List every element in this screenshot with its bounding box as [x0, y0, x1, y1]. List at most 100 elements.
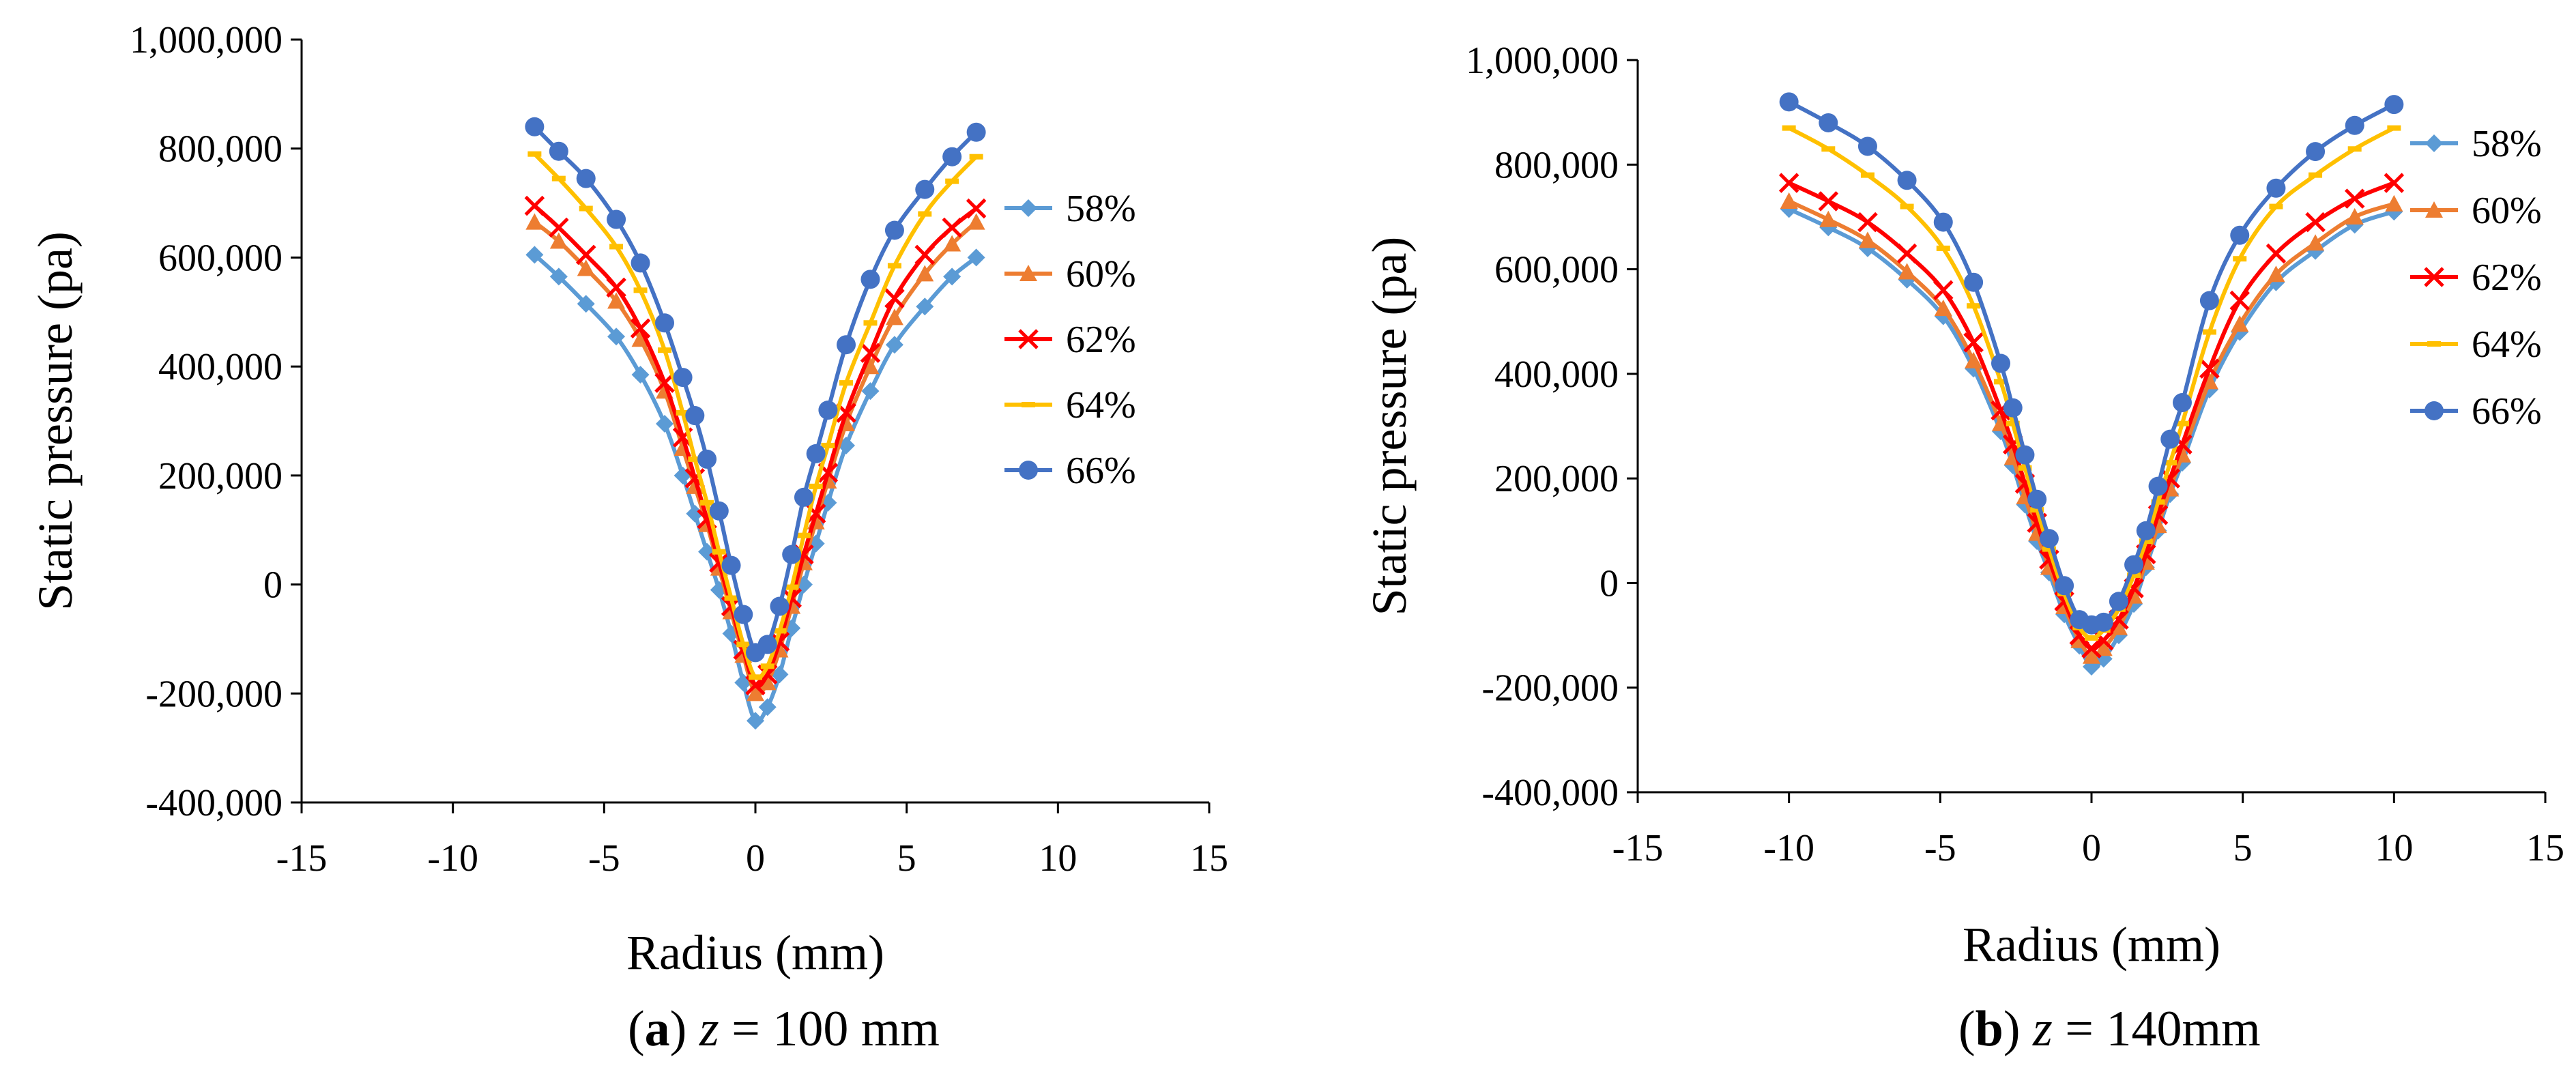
- data-point: [2085, 635, 2098, 641]
- caption-part: (: [1958, 1001, 1976, 1057]
- data-point: [2306, 234, 2325, 251]
- data-point: [1991, 353, 2010, 373]
- data-point-stroke-b: [2199, 358, 2220, 379]
- data-point-stroke-b: [2093, 630, 2114, 651]
- data-point: [551, 175, 566, 182]
- data-point-stroke-b: [836, 403, 856, 423]
- legend-entry: 64%: [1004, 384, 1136, 426]
- data-point-stroke-b: [1778, 173, 1799, 193]
- data-point-stroke-b: [805, 503, 826, 524]
- x-tick-label: 10: [1039, 837, 1077, 880]
- data-point: [2094, 639, 2113, 656]
- series-line: [1788, 199, 2395, 659]
- data-point: [1936, 245, 1950, 251]
- data-point-stroke-b: [884, 288, 905, 309]
- legend-swatch-marker: [2427, 341, 2441, 347]
- data-point: [525, 246, 544, 264]
- legend-swatch-marker: [2425, 201, 2443, 218]
- data-point: [794, 487, 813, 507]
- series-line: [1788, 126, 2395, 640]
- x-tick-label: 5: [2233, 827, 2253, 869]
- data-point: [2385, 194, 2403, 212]
- data-point: [2345, 207, 2364, 224]
- data-point: [1819, 210, 1838, 227]
- y-tick-label: 600,000: [158, 237, 283, 279]
- data-point: [1898, 263, 1916, 280]
- data-point: [524, 195, 545, 216]
- data-point: [2015, 445, 2035, 465]
- data-point: [2266, 178, 2286, 198]
- y-axis-title: Static pressure (pa): [28, 231, 83, 611]
- x-tick-label: -10: [427, 837, 478, 880]
- data-point: [1858, 231, 1877, 248]
- data-point: [2199, 358, 2220, 379]
- data-point: [1819, 113, 1838, 132]
- x-tick-label: 15: [2526, 827, 2564, 869]
- data-point: [914, 244, 936, 265]
- data-point: [721, 555, 741, 575]
- data-point-stroke-b: [575, 244, 596, 265]
- data-point-stroke-b: [1963, 332, 1984, 353]
- legend-swatch-marker: [2425, 401, 2444, 420]
- data-point-stroke-b: [860, 343, 881, 363]
- legend-label: 62%: [2472, 257, 2542, 299]
- data-point: [1900, 203, 1914, 209]
- legend-label: 64%: [2472, 323, 2542, 366]
- legend-swatch-marker: [2424, 267, 2444, 287]
- data-point: [2233, 256, 2247, 262]
- legend-entry: 66%: [1004, 450, 1136, 492]
- data-point: [2344, 188, 2365, 209]
- y-tick-label: 600,000: [1494, 249, 1619, 291]
- data-point-stroke-b: [630, 318, 651, 339]
- data-point: [861, 358, 880, 375]
- legend-entry: 64%: [2410, 323, 2542, 366]
- data-point: [2231, 315, 2249, 332]
- series-line: [533, 204, 978, 689]
- data-point: [2018, 465, 2032, 471]
- data-point-stroke-b: [549, 217, 569, 238]
- legend-swatch-marker: [1022, 402, 1035, 407]
- data-point: [631, 330, 650, 347]
- data-point-stroke-b: [2081, 638, 2102, 658]
- data-point: [2148, 476, 2168, 496]
- data-point: [1779, 92, 1799, 112]
- data-point: [686, 504, 704, 523]
- legend-entry: 60%: [1004, 253, 1136, 295]
- y-tick-label: 200,000: [158, 455, 283, 497]
- data-point-stroke-b: [2172, 434, 2193, 455]
- caption-part: (: [628, 1001, 645, 1057]
- data-point: [860, 343, 881, 363]
- data-point: [2305, 212, 2326, 233]
- data-point: [837, 335, 856, 355]
- data-point-stroke-b: [942, 217, 962, 238]
- legend-label: 58%: [2472, 123, 2542, 165]
- data-point-stroke-b: [914, 244, 936, 265]
- x-axis-title: Radius (mm): [1963, 917, 2220, 972]
- legend-entry: 58%: [1004, 188, 1136, 230]
- legend-label: 58%: [1066, 188, 1136, 230]
- data-point: [549, 141, 568, 161]
- data-point: [575, 244, 596, 265]
- data-point: [1778, 173, 1799, 193]
- data-point: [861, 382, 880, 401]
- y-tick-label: 0: [1600, 562, 1619, 605]
- data-point: [2199, 291, 2219, 310]
- data-point: [607, 292, 626, 309]
- data-point: [758, 698, 777, 716]
- data-point: [884, 220, 904, 240]
- caption-part: z: [699, 1001, 719, 1057]
- data-point: [549, 267, 568, 286]
- data-point: [2160, 429, 2180, 449]
- data-point: [2027, 489, 2047, 509]
- data-point: [654, 373, 675, 393]
- data-point: [2173, 393, 2192, 413]
- data-point-stroke-b: [2109, 609, 2129, 630]
- data-point: [577, 259, 595, 276]
- legend-swatch-marker-stroke-b: [2424, 267, 2444, 287]
- data-point: [1965, 351, 1983, 368]
- y-tick-label: -200,000: [145, 673, 283, 715]
- data-point: [2384, 95, 2404, 115]
- data-point: [967, 248, 985, 267]
- x-tick-label: 0: [746, 837, 765, 880]
